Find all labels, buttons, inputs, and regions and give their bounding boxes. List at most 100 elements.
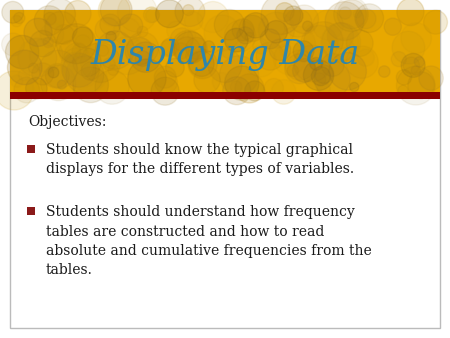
Circle shape — [45, 64, 69, 88]
Circle shape — [384, 18, 401, 35]
Circle shape — [274, 43, 306, 75]
Circle shape — [61, 52, 92, 83]
Circle shape — [127, 32, 159, 64]
Circle shape — [32, 63, 54, 85]
Circle shape — [43, 12, 56, 25]
Circle shape — [11, 75, 23, 87]
Circle shape — [338, 0, 366, 29]
Circle shape — [188, 31, 196, 39]
Circle shape — [198, 1, 229, 32]
Circle shape — [408, 72, 435, 99]
Circle shape — [269, 39, 291, 61]
Circle shape — [256, 42, 284, 70]
Circle shape — [346, 30, 373, 56]
Circle shape — [45, 11, 77, 44]
Circle shape — [232, 19, 254, 41]
Circle shape — [62, 53, 96, 87]
Circle shape — [14, 77, 40, 103]
Circle shape — [321, 24, 359, 62]
Circle shape — [325, 2, 364, 41]
Circle shape — [119, 14, 143, 38]
Circle shape — [285, 50, 315, 80]
Circle shape — [290, 5, 319, 33]
Circle shape — [194, 67, 220, 93]
Circle shape — [353, 9, 361, 18]
Circle shape — [235, 74, 264, 103]
Circle shape — [222, 46, 234, 58]
Circle shape — [214, 9, 245, 40]
Circle shape — [398, 85, 408, 95]
Circle shape — [265, 21, 288, 43]
Circle shape — [401, 53, 425, 77]
Circle shape — [245, 81, 265, 101]
Circle shape — [8, 50, 42, 85]
Circle shape — [346, 46, 378, 78]
Circle shape — [5, 35, 39, 69]
Circle shape — [48, 67, 59, 78]
Circle shape — [275, 3, 294, 22]
Circle shape — [81, 43, 121, 82]
Circle shape — [18, 69, 30, 81]
Circle shape — [174, 37, 201, 64]
Circle shape — [71, 57, 107, 92]
Circle shape — [414, 57, 424, 67]
Circle shape — [302, 21, 313, 31]
Circle shape — [155, 71, 177, 94]
Circle shape — [59, 41, 81, 63]
Circle shape — [81, 62, 99, 80]
Circle shape — [97, 45, 108, 56]
Circle shape — [423, 10, 447, 34]
Circle shape — [284, 9, 312, 37]
Circle shape — [203, 41, 215, 52]
Circle shape — [128, 59, 166, 97]
Circle shape — [160, 40, 177, 56]
Circle shape — [106, 31, 116, 42]
Text: Displaying Data: Displaying Data — [90, 39, 360, 71]
Circle shape — [137, 26, 148, 37]
Circle shape — [72, 48, 101, 77]
Circle shape — [243, 13, 269, 38]
Circle shape — [183, 5, 194, 16]
Circle shape — [293, 41, 314, 62]
Circle shape — [0, 71, 34, 110]
Circle shape — [95, 18, 120, 42]
Circle shape — [96, 31, 134, 69]
Circle shape — [204, 15, 240, 51]
Circle shape — [73, 67, 108, 103]
Circle shape — [154, 66, 176, 88]
Circle shape — [279, 26, 315, 63]
Circle shape — [108, 65, 118, 75]
Circle shape — [65, 0, 91, 27]
Circle shape — [174, 32, 206, 64]
Circle shape — [224, 20, 256, 52]
Circle shape — [356, 9, 376, 29]
Circle shape — [108, 37, 146, 75]
Bar — [10, 92, 440, 99]
Circle shape — [62, 48, 92, 78]
Circle shape — [287, 65, 298, 76]
Circle shape — [230, 81, 242, 93]
Circle shape — [391, 52, 406, 67]
Circle shape — [401, 23, 432, 53]
Bar — [10, 10, 440, 92]
Circle shape — [329, 52, 366, 90]
Text: Students should understand how frequency
tables are constructed and how to read
: Students should understand how frequency… — [46, 205, 372, 277]
Circle shape — [403, 57, 419, 74]
Circle shape — [301, 25, 338, 63]
Circle shape — [245, 32, 254, 42]
Circle shape — [18, 38, 57, 77]
Circle shape — [184, 12, 203, 30]
Circle shape — [26, 77, 47, 99]
Circle shape — [40, 23, 64, 46]
Circle shape — [292, 58, 316, 82]
Circle shape — [334, 0, 368, 31]
Circle shape — [397, 0, 424, 26]
Circle shape — [186, 38, 207, 59]
Circle shape — [166, 21, 186, 40]
Circle shape — [212, 73, 230, 91]
Circle shape — [245, 46, 276, 77]
Circle shape — [322, 23, 360, 62]
Circle shape — [30, 30, 56, 57]
Circle shape — [151, 77, 179, 105]
Circle shape — [317, 82, 330, 95]
